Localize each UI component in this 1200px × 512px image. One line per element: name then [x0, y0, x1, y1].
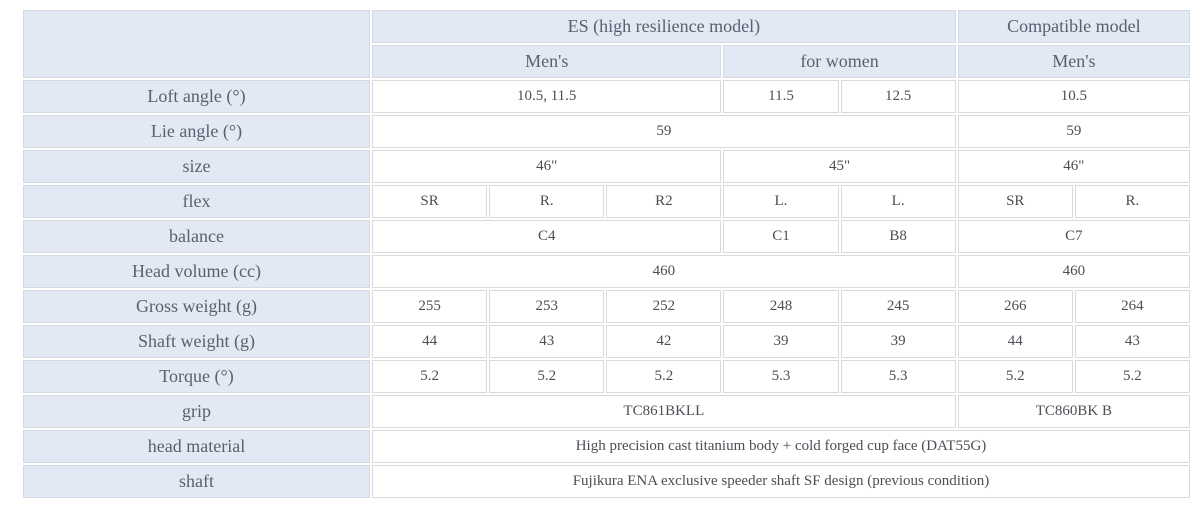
- loft-angle-label: Loft angle (°): [23, 80, 370, 113]
- row-shaft-weight: Shaft weight (g) 44 43 42 39 39 44 43: [23, 325, 1190, 358]
- shaft-value: Fujikura ENA exclusive speeder shaft SF …: [372, 465, 1190, 498]
- corner-blank-cell: [23, 10, 370, 78]
- head-material-value: High precision cast titanium body + cold…: [372, 430, 1190, 463]
- es-mens-header: Men's: [372, 45, 722, 78]
- row-head-material: head material High precision cast titani…: [23, 430, 1190, 463]
- balance-women-value-1: C1: [723, 220, 839, 253]
- shaft-weight-value-7: 43: [1074, 325, 1190, 358]
- grip-label: grip: [23, 395, 370, 428]
- row-torque: Torque (°) 5.2 5.2 5.2 5.3 5.3 5.2 5.2: [23, 360, 1190, 393]
- flex-value-4: L.: [723, 185, 839, 218]
- loft-angle-compatible-value: 10.5: [957, 80, 1190, 113]
- flex-label: flex: [23, 185, 370, 218]
- spec-table: ES (high resilience model) Compatible mo…: [21, 8, 1192, 500]
- balance-women-value-2: B8: [840, 220, 956, 253]
- es-group-header: ES (high resilience model): [372, 10, 956, 43]
- torque-label: Torque (°): [23, 360, 370, 393]
- flex-value-6: SR: [957, 185, 1073, 218]
- flex-value-7: R.: [1074, 185, 1190, 218]
- grip-compatible-value: TC860BK B: [957, 395, 1190, 428]
- shaft-label: shaft: [23, 465, 370, 498]
- head-volume-compatible-value: 460: [957, 255, 1190, 288]
- shaft-weight-label: Shaft weight (g): [23, 325, 370, 358]
- torque-value-7: 5.2: [1074, 360, 1190, 393]
- torque-value-2: 5.2: [489, 360, 605, 393]
- torque-value-1: 5.2: [372, 360, 488, 393]
- head-material-label: head material: [23, 430, 370, 463]
- flex-value-1: SR: [372, 185, 488, 218]
- loft-angle-es-mens-value: 10.5, 11.5: [372, 80, 722, 113]
- row-lie-angle: Lie angle (°) 59 59: [23, 115, 1190, 148]
- gross-weight-value-2: 253: [489, 290, 605, 323]
- size-label: size: [23, 150, 370, 183]
- shaft-weight-value-6: 44: [957, 325, 1073, 358]
- torque-value-4: 5.3: [723, 360, 839, 393]
- shaft-weight-value-2: 43: [489, 325, 605, 358]
- for-women-header: for women: [723, 45, 956, 78]
- balance-label: balance: [23, 220, 370, 253]
- head-volume-label: Head volume (cc): [23, 255, 370, 288]
- balance-compatible-value: C7: [957, 220, 1190, 253]
- size-compatible-value: 46": [957, 150, 1190, 183]
- shaft-weight-value-5: 39: [840, 325, 956, 358]
- balance-es-mens-value: C4: [372, 220, 722, 253]
- torque-value-5: 5.3: [840, 360, 956, 393]
- compatible-group-header: Compatible model: [957, 10, 1190, 43]
- row-size: size 46" 45" 46": [23, 150, 1190, 183]
- gross-weight-value-7: 264: [1074, 290, 1190, 323]
- loft-angle-women-value-2: 12.5: [840, 80, 956, 113]
- gross-weight-label: Gross weight (g): [23, 290, 370, 323]
- shaft-weight-value-3: 42: [606, 325, 722, 358]
- compatible-mens-header: Men's: [957, 45, 1190, 78]
- flex-value-2: R.: [489, 185, 605, 218]
- loft-angle-women-value-1: 11.5: [723, 80, 839, 113]
- torque-value-3: 5.2: [606, 360, 722, 393]
- flex-value-5: L.: [840, 185, 956, 218]
- lie-angle-label: Lie angle (°): [23, 115, 370, 148]
- size-es-mens-value: 46": [372, 150, 722, 183]
- header-row-groups: ES (high resilience model) Compatible mo…: [23, 10, 1190, 78]
- grip-es-value: TC861BKLL: [372, 395, 956, 428]
- gross-weight-value-4: 248: [723, 290, 839, 323]
- torque-value-6: 5.2: [957, 360, 1073, 393]
- size-women-value: 45": [723, 150, 956, 183]
- gross-weight-value-6: 266: [957, 290, 1073, 323]
- header-row-subgroups: Men's for women Men's: [23, 45, 1190, 78]
- row-shaft: shaft Fujikura ENA exclusive speeder sha…: [23, 465, 1190, 498]
- gross-weight-value-3: 252: [606, 290, 722, 323]
- row-gross-weight: Gross weight (g) 255 253 252 248 245 266…: [23, 290, 1190, 323]
- gross-weight-value-1: 255: [372, 290, 488, 323]
- flex-value-3: R2: [606, 185, 722, 218]
- shaft-weight-value-4: 39: [723, 325, 839, 358]
- row-flex: flex SR R. R2 L. L. SR R.: [23, 185, 1190, 218]
- page-content: ES (high resilience model) Compatible mo…: [21, 8, 1192, 500]
- lie-angle-es-value: 59: [372, 115, 956, 148]
- row-loft-angle: Loft angle (°) 10.5, 11.5 11.5 12.5 10.5: [23, 80, 1190, 113]
- lie-angle-compatible-value: 59: [957, 115, 1190, 148]
- shaft-weight-value-1: 44: [372, 325, 488, 358]
- row-balance: balance C4 C1 B8 C7: [23, 220, 1190, 253]
- head-volume-es-value: 460: [372, 255, 956, 288]
- row-grip: grip TC861BKLL TC860BK B: [23, 395, 1190, 428]
- row-head-volume: Head volume (cc) 460 460: [23, 255, 1190, 288]
- gross-weight-value-5: 245: [840, 290, 956, 323]
